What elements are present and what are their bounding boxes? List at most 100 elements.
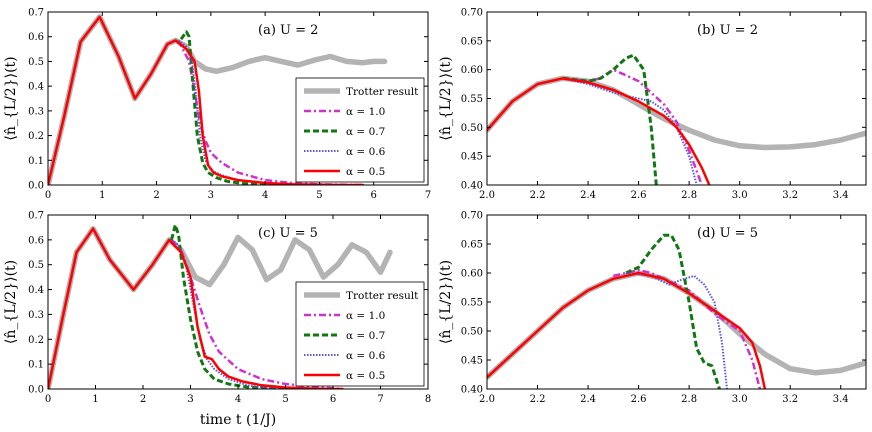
legend-label-alpha_0_5: α = 0.5 [346, 370, 385, 382]
series-line-alpha_1_0 [170, 239, 343, 389]
series-line-alpha_0_5 [487, 271, 767, 389]
y-tick-label: 0.7 [28, 8, 44, 19]
x-tick-label: 6 [371, 190, 377, 201]
y-axis-label: ⟨n̂_{L/2}⟩(t) [438, 260, 454, 344]
panel-d: 2.0 2.2 2.4 2.6 2.8 3.0 3.2 3.4 0.40 0.45 0.50 0.55… [438, 211, 867, 405]
axes-frame [47, 11, 429, 186]
panel-annotation: (a) U = 2 [258, 23, 318, 38]
x-tick-label: 2.0 [479, 394, 495, 405]
x-tick-label: 3 [208, 190, 214, 201]
axes-frame [486, 11, 867, 186]
legend: Trotter result α = 1.0 α = 0.7 α = 0.6 α = 0… [295, 77, 425, 183]
x-tick-label: 5 [282, 394, 288, 405]
x-tick-label: 7 [377, 394, 383, 405]
x-tick-label: 4 [262, 190, 268, 201]
series-line-alpha_0_6 [625, 272, 728, 389]
y-tick-label: 0.6 [28, 235, 44, 246]
x-tick-label: 1 [99, 190, 105, 201]
legend-label-alpha_0_7: α = 0.7 [346, 126, 385, 138]
y-axis-label: ⟨n̂_{L/2}⟩(t) [3, 56, 19, 140]
x-tick-label: 0 [45, 394, 51, 405]
y-tick-label: 0.1 [28, 360, 44, 371]
panel-annotation: (b) U = 2 [697, 23, 758, 38]
x-tick-label: 0 [45, 190, 51, 201]
y-tick-label: 0.2 [28, 335, 44, 346]
y-tick-label: 0.60 [461, 269, 483, 280]
y-tick-label: 0.70 [461, 8, 483, 19]
y-tick-label: 0.50 [461, 327, 483, 338]
x-tick-label: 3.0 [732, 190, 748, 201]
series-line-alpha_1_0 [613, 268, 762, 389]
x-tick-label: 2.2 [530, 190, 546, 201]
x-tick-label: 8 [425, 394, 431, 405]
x-tick-label: 2 [153, 190, 159, 201]
y-tick-label: 0.5 [28, 260, 44, 271]
panel-c: 0 1 2 3 4 5 6 7 8 0.0 0.1 0.2 0.3 0.4 0.5 0.6 0.7 ⟨n̂_{L/… [3, 211, 431, 406]
legend-label-alpha_0_6: α = 0.6 [346, 350, 386, 362]
series-group [487, 53, 866, 185]
series-line-alpha_0_7 [625, 233, 721, 389]
y-tick-label: 0.65 [461, 36, 483, 47]
y-tick-label: 0.0 [28, 181, 44, 192]
y-tick-label: 0.70 [461, 211, 483, 222]
y-tick-label: 0.55 [461, 298, 483, 309]
x-tick-label: 2 [140, 394, 146, 405]
x-tick-label: 2.8 [681, 190, 697, 201]
series-line-alpha_0_6 [562, 77, 698, 185]
x-tick-label: 1 [92, 394, 98, 405]
x-tick-label: 3.4 [833, 394, 849, 405]
x-tick-label: 3.2 [782, 394, 798, 405]
x-tick-label: 5 [316, 190, 322, 201]
panel-annotation: (d) U = 5 [697, 226, 758, 241]
y-tick-label: 0.4 [28, 285, 44, 296]
y-tick-label: 0.40 [461, 181, 483, 192]
y-tick-label: 0.7 [28, 211, 44, 222]
y-tick-label: 0.0 [28, 385, 44, 396]
y-tick-label: 0.50 [461, 123, 483, 134]
legend-label-trotter: Trotter result [346, 86, 419, 98]
x-tick-label: 3.2 [782, 190, 798, 201]
series-group [48, 223, 393, 389]
y-tick-label: 0.5 [28, 57, 44, 68]
y-tick-label: 0.3 [28, 310, 44, 321]
y-tick-label: 0.1 [28, 156, 44, 167]
x-tick-label: 4 [235, 394, 241, 405]
x-tick-label: 2.6 [631, 190, 647, 201]
legend-label-alpha_0_7: α = 0.7 [346, 330, 385, 342]
series-line-alpha_0_5 [48, 227, 344, 389]
legend-label-alpha_0_5: α = 0.5 [346, 166, 385, 178]
x-tick-label: 2.2 [530, 394, 546, 405]
series-line-trotter [487, 75, 866, 151]
y-tick-label: 0.3 [28, 106, 44, 117]
y-tick-label: 0.6 [28, 32, 44, 43]
y-tick-label: 0.65 [461, 240, 483, 251]
legend-label-alpha_1_0: α = 1.0 [346, 106, 385, 118]
legend-label-trotter: Trotter result [346, 290, 419, 302]
legend-label-alpha_1_0: α = 1.0 [346, 310, 385, 322]
y-tick-label: 0.45 [461, 356, 483, 367]
x-tick-label: 2.0 [479, 190, 495, 201]
x-axis-label: time t (1/J) [200, 412, 276, 428]
series-line-alpha_0_7 [170, 223, 286, 389]
series-group [487, 233, 866, 389]
x-tick-label: 2.8 [681, 394, 697, 405]
x-tick-label: 3.4 [833, 190, 849, 201]
y-tick-label: 0.4 [28, 82, 44, 93]
series-line-alpha_0_6 [170, 239, 286, 389]
series-line-alpha_0_5 [48, 15, 365, 185]
x-tick-label: 2.6 [631, 394, 647, 405]
y-tick-label: 0.40 [461, 385, 483, 396]
panel-a: 0 1 2 3 4 5 6 7 0.0 0.1 0.2 0.3 0.4 0.5 0.6 0.7 ⟨n̂_{L/2… [3, 8, 431, 202]
y-axis-label: ⟨n̂_{L/2}⟩(t) [3, 260, 19, 344]
y-tick-label: 0.55 [461, 94, 483, 105]
series-line-alpha_0_5 [487, 77, 711, 185]
x-tick-label: 3 [187, 394, 193, 405]
y-tick-label: 0.45 [461, 152, 483, 163]
y-tick-label: 0.2 [28, 131, 44, 142]
legend-label-alpha_0_6: α = 0.6 [346, 146, 386, 158]
x-tick-label: 2.4 [580, 394, 596, 405]
x-tick-label: 3.0 [732, 394, 748, 405]
axes-frame [486, 214, 867, 390]
y-tick-label: 0.60 [461, 65, 483, 76]
